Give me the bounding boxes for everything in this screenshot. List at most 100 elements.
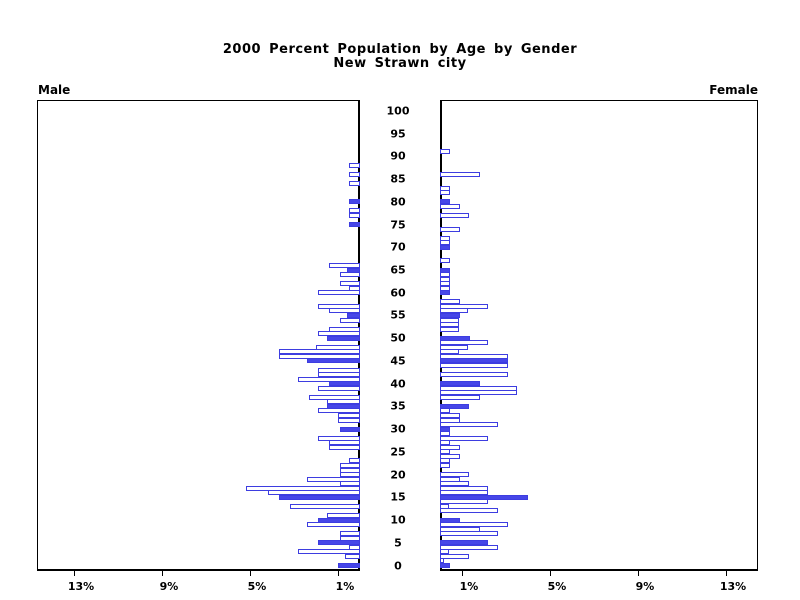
female-bar-age-8 xyxy=(440,526,480,532)
male-bar-age-46 xyxy=(278,353,360,359)
male-bar-age-56 xyxy=(329,308,360,314)
male-bar-age-47 xyxy=(278,349,360,355)
pct-tick-right-1 xyxy=(462,571,463,576)
male-bar-age-23 xyxy=(349,458,360,464)
male-bar-age-50 xyxy=(327,335,360,341)
age-tick-label-45: 45 xyxy=(390,354,406,368)
female-bar-age-9 xyxy=(440,522,509,528)
male-bar-age-45 xyxy=(307,358,360,364)
age-tick-label-100: 100 xyxy=(386,104,410,118)
male-bar-age-33 xyxy=(338,412,360,418)
female-bar-age-28 xyxy=(440,435,489,441)
pct-tick-right-13 xyxy=(726,571,727,576)
male-bar-age-20 xyxy=(340,472,360,478)
female-bar-age-61 xyxy=(440,285,450,291)
male-bar-age-86 xyxy=(349,172,360,178)
female-bar-age-91 xyxy=(440,149,450,155)
female-bar-age-70 xyxy=(440,244,450,250)
pct-tick-left-9 xyxy=(162,571,163,576)
pct-tick-label-right-5: 5% xyxy=(547,580,567,593)
male-bar-age-3 xyxy=(298,549,360,555)
female-bar-age-27 xyxy=(440,440,450,446)
male-bar-age-39 xyxy=(318,385,360,391)
male-bar-age-65 xyxy=(346,267,360,273)
female-bar-age-42 xyxy=(440,372,509,378)
male-bar-age-19 xyxy=(307,476,360,482)
male-bar-age-84 xyxy=(349,181,360,187)
female-bar-age-58 xyxy=(440,299,460,305)
male-bar-age-41 xyxy=(298,376,360,382)
male-bar-age-0 xyxy=(338,563,360,568)
female-bar-age-63 xyxy=(440,276,450,282)
male-bar-age-18 xyxy=(340,481,360,487)
female-bar-age-12 xyxy=(440,508,499,514)
female-bar-age-7 xyxy=(440,531,499,537)
male-bar-age-35 xyxy=(327,403,360,409)
male-bar-age-48 xyxy=(316,344,360,350)
female-bar-age-16 xyxy=(440,490,489,496)
male-bar-age-13 xyxy=(289,503,360,509)
age-tick-label-5: 5 xyxy=(394,536,402,550)
male-bar-age-9 xyxy=(307,522,360,528)
male-bar-age-2 xyxy=(344,553,360,559)
male-bar-age-21 xyxy=(340,467,360,473)
pct-tick-left-1 xyxy=(338,571,339,576)
female-bar-age-32 xyxy=(440,417,460,423)
female-bar-age-38 xyxy=(440,390,517,396)
male-bar-age-66 xyxy=(329,262,360,268)
female-bar-age-50 xyxy=(440,335,470,341)
female-bar-age-13 xyxy=(440,503,449,509)
female-bar-age-54 xyxy=(440,317,459,323)
female-bar-age-46 xyxy=(440,353,509,359)
male-bar-age-55 xyxy=(346,312,360,318)
pct-tick-label-left-1: 1% xyxy=(335,580,355,593)
female-side-label: Female xyxy=(709,83,758,97)
female-bar-age-5 xyxy=(440,540,489,546)
male-bar-age-28 xyxy=(318,435,360,441)
male-plot-box xyxy=(37,100,360,571)
female-bar-age-77 xyxy=(440,212,469,218)
female-bar-age-37 xyxy=(440,394,480,400)
pct-tick-label-right-9: 9% xyxy=(635,580,655,593)
male-bar-age-40 xyxy=(329,381,360,387)
age-tick-label-40: 40 xyxy=(390,377,406,391)
male-bar-age-51 xyxy=(318,331,360,337)
male-bar-age-43 xyxy=(318,367,360,373)
female-bar-age-39 xyxy=(440,385,517,391)
female-bar-age-80 xyxy=(440,199,450,205)
male-bar-age-42 xyxy=(318,372,360,378)
male-bar-age-30 xyxy=(340,426,360,432)
female-bar-age-26 xyxy=(440,444,460,450)
male-side-label: Male xyxy=(38,83,71,97)
male-bar-age-26 xyxy=(329,444,360,450)
age-tick-label-75: 75 xyxy=(390,218,406,232)
female-bar-age-53 xyxy=(440,322,459,328)
female-bar-age-48 xyxy=(440,344,468,350)
age-tick-label-60: 60 xyxy=(390,286,406,300)
male-bar-age-10 xyxy=(318,517,360,523)
female-bar-age-60 xyxy=(440,290,450,296)
female-bar-age-31 xyxy=(440,422,499,428)
age-tick-label-90: 90 xyxy=(390,149,406,163)
female-bar-age-3 xyxy=(440,549,449,555)
female-bar-age-23 xyxy=(440,458,450,464)
chart-title: 2000 Percent Population by Age by Gender xyxy=(222,42,578,57)
age-tick-label-70: 70 xyxy=(390,240,406,254)
female-bar-age-40 xyxy=(440,381,480,387)
age-tick-label-55: 55 xyxy=(390,308,406,322)
male-bar-age-16 xyxy=(267,490,360,496)
female-bar-age-79 xyxy=(440,203,460,209)
female-bar-age-30 xyxy=(440,426,450,432)
male-bar-age-22 xyxy=(340,462,360,468)
age-tick-label-30: 30 xyxy=(390,422,406,436)
female-bar-age-1 xyxy=(440,558,445,564)
age-tick-label-80: 80 xyxy=(390,195,406,209)
age-tick-label-25: 25 xyxy=(390,445,406,459)
female-bar-age-45 xyxy=(440,358,509,364)
pct-tick-right-9 xyxy=(638,571,639,576)
age-tick-label-50: 50 xyxy=(390,331,406,345)
female-bar-age-86 xyxy=(440,172,480,178)
age-tick-label-85: 85 xyxy=(390,172,406,186)
female-bar-age-71 xyxy=(440,240,450,246)
